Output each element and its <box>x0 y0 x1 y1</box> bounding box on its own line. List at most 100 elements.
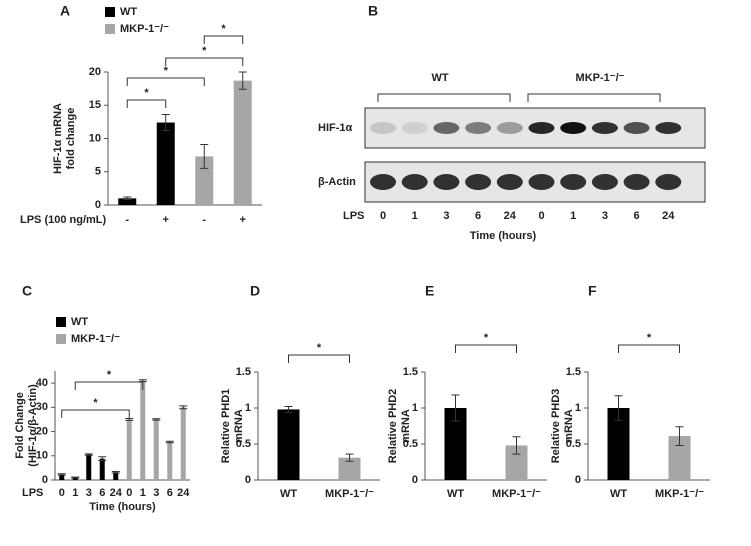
lane-label: 1 <box>570 210 576 222</box>
band <box>496 122 523 134</box>
error-bar <box>123 196 132 201</box>
significance-bracket <box>61 409 130 418</box>
row-label: LPS <box>343 210 364 222</box>
panel-label: E <box>425 283 434 299</box>
row-label: LPS <box>22 487 43 499</box>
band <box>560 122 587 134</box>
group-bracket <box>377 93 511 102</box>
error-bar <box>345 453 354 462</box>
legend-swatch <box>56 317 66 327</box>
row-label: β-Actin <box>318 176 356 188</box>
x-tick-label: 3 <box>86 487 92 499</box>
significance-bracket <box>618 344 680 353</box>
lane-label: 6 <box>634 210 640 222</box>
error-bar <box>675 426 684 446</box>
x-tick-label: + <box>163 214 169 226</box>
panel-label: F <box>588 283 597 299</box>
y-tick-label: 0 <box>575 474 581 486</box>
lane-label: 6 <box>475 210 481 222</box>
error-bar <box>614 395 623 421</box>
significance-bracket <box>288 354 350 363</box>
significance-bracket <box>455 344 517 353</box>
legend-label: WT <box>120 6 137 18</box>
y-tick-label: 0 <box>245 474 251 486</box>
lane-label: 0 <box>538 210 544 222</box>
bar <box>444 408 467 480</box>
significance-bracket <box>203 35 244 44</box>
legend-swatch <box>105 24 115 34</box>
y-tick-label: 30 <box>36 401 48 413</box>
y-axis-label: Fold Change <box>14 392 26 459</box>
y-axis-label: fold change <box>65 108 77 170</box>
x-tick-label: - <box>202 214 206 226</box>
band <box>401 174 428 190</box>
x-tick-label: 0 <box>126 487 132 499</box>
significance-bracket <box>74 381 144 390</box>
y-tick-label: 40 <box>36 377 48 389</box>
y-tick-label: 1 <box>575 402 581 414</box>
bar <box>126 419 132 480</box>
lane-label: 1 <box>412 210 418 222</box>
band <box>591 174 618 190</box>
x-tick-label: 3 <box>153 487 159 499</box>
significance-label: * <box>144 87 149 99</box>
lane-label: 3 <box>602 210 608 222</box>
significance-bracket <box>126 99 167 108</box>
band <box>623 174 650 190</box>
x-tick-label: MKP-1⁻/⁻ <box>655 488 704 500</box>
error-bar <box>179 405 188 410</box>
y-tick-label: 10 <box>89 132 101 144</box>
y-tick-label: 1.5 <box>566 366 581 378</box>
legend-swatch <box>56 334 66 344</box>
bar <box>233 80 252 205</box>
y-tick-label: 1 <box>245 402 251 414</box>
band <box>655 174 682 190</box>
x-tick-label: WT <box>447 488 464 500</box>
y-tick-label: 0 <box>42 474 48 486</box>
bar <box>59 474 65 480</box>
x-tick-label: 0 <box>59 487 65 499</box>
x-tick-label: 24 <box>110 487 123 499</box>
error-bar <box>111 471 120 474</box>
y-tick-label: 20 <box>36 425 48 437</box>
y-axis-label: Relative PHD3 <box>550 389 562 464</box>
y-tick-label: 0.5 <box>403 438 418 450</box>
error-bar <box>84 453 93 456</box>
band <box>560 174 587 190</box>
x-tick-label: 6 <box>167 487 173 499</box>
panel-label: C <box>22 283 32 299</box>
band <box>528 174 555 190</box>
significance-bracket <box>126 77 205 86</box>
significance-label: * <box>221 23 226 35</box>
bar <box>668 436 691 480</box>
legend-label: MKP-1⁻/⁻ <box>71 333 120 345</box>
legend-label: WT <box>71 316 88 328</box>
group-bracket <box>527 93 661 102</box>
y-tick-label: 10 <box>36 450 48 462</box>
error-bar <box>451 394 460 422</box>
error-bar <box>98 456 107 462</box>
legend-swatch <box>105 7 115 17</box>
bar <box>99 458 105 480</box>
band <box>433 122 460 134</box>
y-axis-label: mRNA <box>400 409 412 443</box>
y-axis-label: HIF-1α mRNA <box>52 103 64 174</box>
lane-label: 0 <box>380 210 386 222</box>
error-bar <box>238 71 247 90</box>
group-label: MKP-1⁻/⁻ <box>576 72 625 84</box>
bar <box>72 477 78 480</box>
bar <box>118 198 137 205</box>
bar <box>338 457 361 480</box>
y-tick-label: 1.5 <box>236 366 251 378</box>
legend-label: MKP-1⁻/⁻ <box>120 23 169 35</box>
x-tick-label: - <box>125 214 129 226</box>
y-tick-label: 5 <box>95 166 101 178</box>
y-axis-label: (HIF-1α/β-Actin) <box>27 384 39 467</box>
bar <box>153 419 159 480</box>
bar <box>277 409 300 480</box>
error-bar <box>284 406 293 413</box>
group-label: WT <box>431 72 448 84</box>
significance-label: * <box>107 369 112 381</box>
row-label: LPS (100 ng/mL) <box>20 214 107 226</box>
